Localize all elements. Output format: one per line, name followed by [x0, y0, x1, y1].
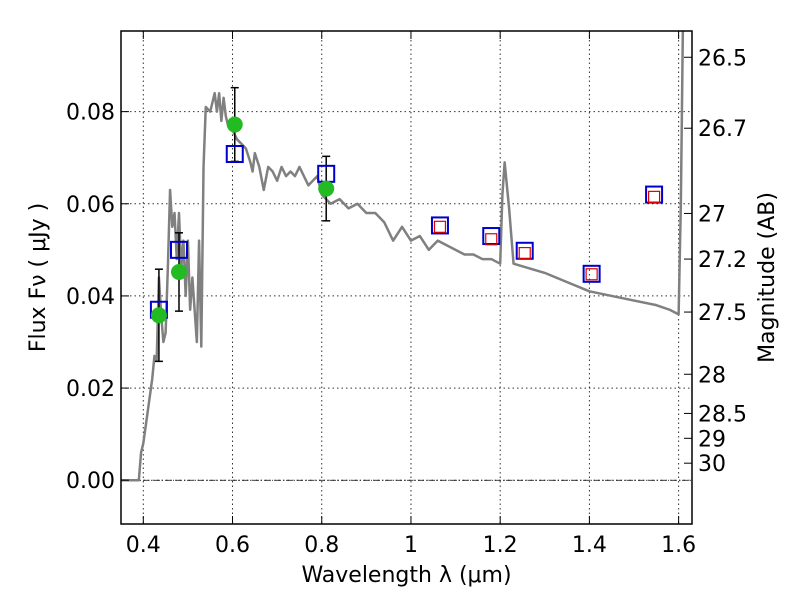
- y2-tick-label-7: 29: [698, 427, 726, 452]
- x-axis-label: Wavelength λ (μm): [301, 563, 511, 588]
- y2-tick-label-3: 27.2: [698, 248, 747, 273]
- blue-square-point-7: [582, 264, 601, 283]
- blue-square-point-4: [430, 216, 449, 235]
- x-tick-label-6: 1.6: [661, 533, 696, 558]
- x-tick-label-0: 0.4: [126, 533, 161, 558]
- y-axis-label: Flux Fν ( μJy ): [26, 203, 51, 352]
- y2-tick-label-8: 30: [698, 452, 726, 477]
- red-square-point-4: [647, 190, 661, 203]
- green-dot-point-2: [226, 116, 243, 133]
- y-tick-label-3: 0.06: [66, 193, 115, 218]
- plot-background: [121, 31, 692, 524]
- y2-tick-label-5: 28: [698, 363, 726, 388]
- y-tick-label-4: 0.08: [66, 101, 115, 126]
- green-dot-point-0: [150, 307, 167, 324]
- green-dot-point-1: [170, 263, 187, 280]
- red-square-point-0: [433, 220, 447, 233]
- y2-tick-label-2: 27: [698, 202, 726, 227]
- y-tick-label-1: 0.02: [66, 377, 115, 402]
- y2-tick-label-6: 28.5: [698, 402, 747, 427]
- plot-series: [121, 31, 685, 482]
- y2-axis-label: Magnitude (AB): [755, 192, 780, 363]
- blue-square-point-2: [225, 145, 244, 164]
- red-square-point-1: [485, 233, 498, 246]
- x-tick-label-1: 0.6: [215, 533, 250, 558]
- y-tick-label-0: 0.00: [66, 469, 115, 494]
- red-square-point-2: [518, 246, 531, 260]
- green-dot-point-3: [318, 180, 335, 197]
- blue-square-point-5: [482, 227, 501, 246]
- x-tick-label-3: 1: [404, 533, 418, 558]
- x-tick-label-2: 0.8: [304, 533, 339, 558]
- y2-tick-label-1: 26.7: [698, 117, 747, 142]
- plot-frame: [120, 30, 693, 525]
- sed-model-line: [121, 31, 685, 482]
- y2-tick-label-0: 26.5: [698, 46, 747, 71]
- y-tick-label-2: 0.04: [66, 285, 115, 310]
- x-tick-label-4: 1.2: [483, 533, 518, 558]
- blue-square-point-1: [169, 240, 188, 259]
- red-square-point-3: [585, 268, 598, 281]
- y2-tick-label-4: 27.5: [698, 301, 747, 326]
- x-tick-label-5: 1.4: [572, 533, 607, 558]
